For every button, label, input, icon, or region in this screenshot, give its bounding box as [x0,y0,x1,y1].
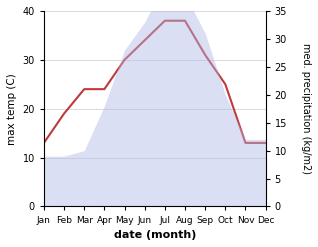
Y-axis label: med. precipitation (kg/m2): med. precipitation (kg/m2) [301,43,311,174]
X-axis label: date (month): date (month) [114,230,196,240]
Y-axis label: max temp (C): max temp (C) [7,73,17,144]
